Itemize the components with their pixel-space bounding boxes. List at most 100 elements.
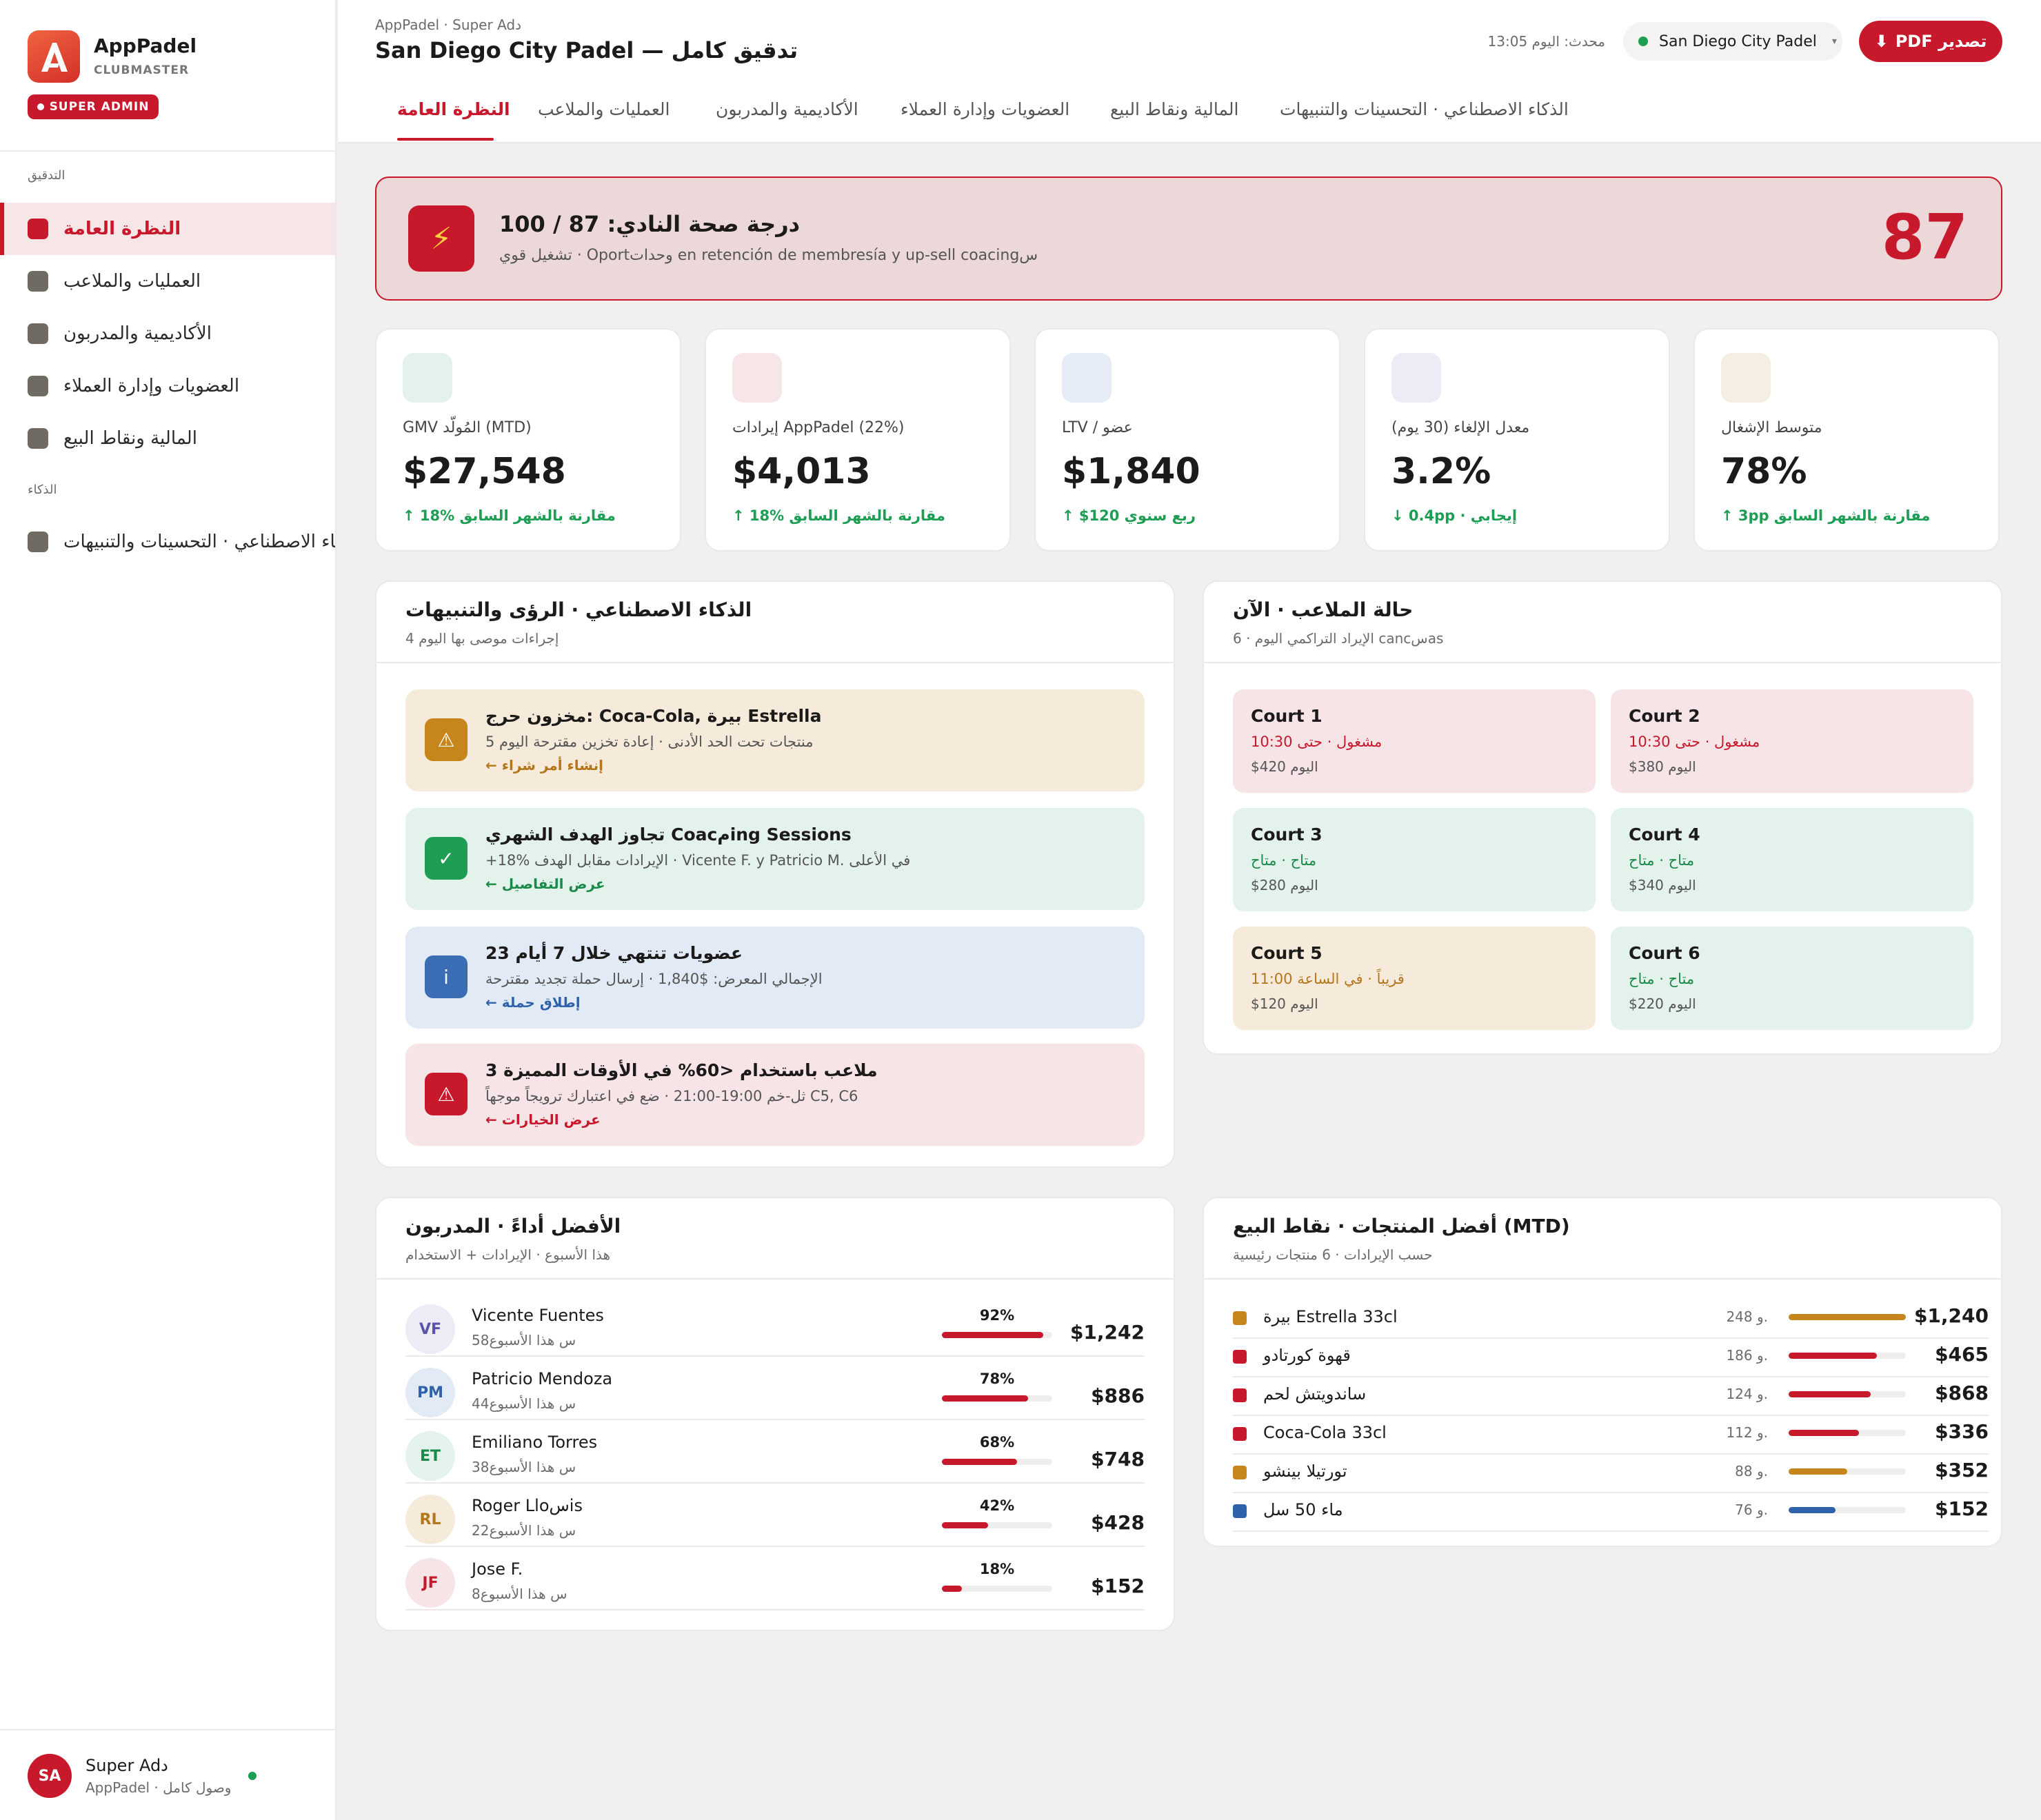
court-status: متاح · متاح: [1629, 971, 1695, 987]
product-color-icon: [1233, 1466, 1247, 1479]
sidebar-item-label: الذكاء الاصطناعي · التحسينات والتنبيهات: [63, 532, 335, 552]
tab-finance[interactable]: المالية ونقاط البيع: [1110, 99, 1239, 119]
alert-expiring-memberships[interactable]: i 23 عضويات تنتهي خلال 7 أيام الإجمالي ا…: [405, 927, 1145, 1029]
kpi-delta: ↑ 3pp مقارنة بالشهر السابق: [1721, 507, 1931, 524]
coach-avatar: RL: [405, 1495, 455, 1544]
alert-text: 5 منتجات تحت الحد الأدنى · إعادة تخزين م…: [485, 734, 814, 750]
product-revenue: $465: [1935, 1343, 1989, 1366]
kpi-value: 78%: [1721, 451, 1807, 492]
alert-target-exceeded[interactable]: ✓ تجاوز الهدف الشهري Coacمing Sessions +…: [405, 808, 1145, 910]
product-row[interactable]: قهوة كورتادو 186 و. $465: [1233, 1339, 1989, 1377]
sidebar-item-operations[interactable]: العمليات والملاعب: [0, 255, 335, 307]
kpi-value: $27,548: [403, 451, 566, 492]
product-revenue: $352: [1935, 1459, 1989, 1482]
kpi-label: GMV المُولّد (MTD): [403, 419, 532, 436]
avatar: SA: [28, 1754, 72, 1798]
product-color-icon: [1233, 1388, 1247, 1402]
user-name: Super Adد: [86, 1756, 168, 1775]
court-name: Court 2: [1629, 706, 1700, 726]
coach-row[interactable]: ET Emiliano Torres 38س هذا الأسبوع 68% $748: [405, 1420, 1145, 1484]
sidebar-item-academy[interactable]: الأكاديمية والمدربون: [0, 307, 335, 360]
coach-name: Patricio Mendoza: [472, 1369, 613, 1388]
app-logo[interactable]: [28, 30, 80, 83]
product-row[interactable]: Coca-Cola 33cl 112 و. $336: [1233, 1416, 1989, 1455]
court-card[interactable]: Court 4 متاح · متاح $340 اليوم: [1611, 808, 1973, 911]
alert-text: ثل-خم 19:00-21:00 · ضع في اعتبارك ترويجا…: [485, 1088, 858, 1104]
product-units: 112 و.: [1726, 1424, 1768, 1441]
view-details-link[interactable]: ← عرض التفاصيل: [485, 876, 605, 892]
coach-row[interactable]: PM Patricio Mendoza 44س هذا الأسبوع 78% $886: [405, 1357, 1145, 1420]
sidebar-item-overview[interactable]: النظرة العامة: [0, 203, 335, 255]
kpi-label: LTV / عضو: [1062, 419, 1133, 436]
export-pdf-button[interactable]: ⬇ PDF تصدير: [1859, 21, 2002, 62]
occupancy-icon: [1721, 353, 1771, 403]
product-color-icon: [1233, 1311, 1247, 1325]
ai-insights-card: الذكاء الاصطناعي · الرؤى والتنبيهات 4 إج…: [375, 580, 1175, 1168]
coach-row[interactable]: RL Roger Lloسis 22س هذا الأسبوع 42% $428: [405, 1484, 1145, 1547]
coach-hours: 38س هذا الأسبوع: [472, 1459, 576, 1475]
churn-icon: [1391, 353, 1441, 403]
court-card[interactable]: Court 5 قريباً · في الساعة 11:00 $120 ال…: [1233, 927, 1596, 1030]
tab-academy[interactable]: الأكاديمية والمدربون: [716, 99, 858, 119]
product-row[interactable]: تورتيلا بينشو 88 و. $352: [1233, 1455, 1989, 1493]
product-row[interactable]: ماء 50 سل 76 و. $152: [1233, 1493, 1989, 1532]
kpi-delta: ↑ 18% مقارنة بالشهر السابق: [732, 507, 945, 524]
court-card[interactable]: Court 2 مشغول · حتى 10:30 $380 اليوم: [1611, 689, 1973, 793]
tab-operations[interactable]: العمليات والملاعب: [538, 99, 670, 119]
kpi-card-revenue: إيرادات AppPadel (22%) $4,013 ↑ 18% مقار…: [705, 328, 1011, 552]
kpi-value: 3.2%: [1391, 451, 1491, 492]
product-share-track: [1789, 1314, 1906, 1320]
breadcrumb: AppPadel · Super Adد: [375, 17, 522, 33]
coach-row[interactable]: VF Vicente Fuentes 58س هذا الأسبوع 92% $1,24…: [405, 1293, 1145, 1357]
card-subtitle: الإيراد التراكمي اليوم · 6 cancسas: [1233, 630, 1444, 647]
kpi-label: إيرادات AppPadel (22%): [732, 419, 905, 436]
health-subtitle: تشغيل قوي · Oportوحدات en retención de m…: [499, 247, 1038, 264]
product-revenue: $152: [1935, 1497, 1989, 1520]
court-card[interactable]: Court 6 متاح · متاح $220 اليوم: [1611, 927, 1973, 1030]
product-share-track: [1789, 1353, 1906, 1359]
user-profile[interactable]: SA Super Adد AppPadel · وصول كامل: [28, 1754, 231, 1798]
court-card[interactable]: Court 1 مشغول · حتى 10:30 $420 اليوم: [1233, 689, 1596, 793]
alert-low-stock[interactable]: ⚠ مخزون حرج: Coca-Cola, بيرة Estrella 5 …: [405, 689, 1145, 791]
product-units: 88 و.: [1735, 1463, 1768, 1479]
product-share-track: [1789, 1391, 1906, 1397]
product-revenue: $1,240: [1913, 1304, 1989, 1327]
kpi-label: متوسط الإشغال: [1721, 419, 1822, 436]
sidebar-item-memberships[interactable]: العضويات وإدارة العملاء: [0, 360, 335, 412]
coach-utilization-track: [942, 1586, 1052, 1592]
product-row[interactable]: ساندويتش لحم 124 و. $868: [1233, 1377, 1989, 1416]
kpi-value: $4,013: [732, 451, 871, 492]
role-badge: SUPER ADMIN: [28, 94, 159, 119]
court-name: Court 3: [1251, 825, 1323, 845]
court-card[interactable]: Court 3 متاح · متاح $280 اليوم: [1233, 808, 1596, 911]
view-options-link[interactable]: ← عرض الخيارات: [485, 1111, 601, 1128]
club-selector[interactable]: San Diego City Padel ▾: [1623, 22, 1842, 61]
health-score: 87: [1881, 201, 1968, 274]
kpi-delta: ↑ 18% مقارنة بالشهر السابق: [403, 507, 616, 524]
create-purchase-order-link[interactable]: ← إنشاء أمر شراء: [485, 757, 603, 774]
coach-revenue: $748: [1091, 1448, 1145, 1470]
tab-overview[interactable]: النظرة العامة: [397, 99, 510, 119]
coach-revenue: $152: [1091, 1575, 1145, 1597]
sidebar-item-label: العمليات والملاعب: [63, 271, 201, 292]
launch-campaign-link[interactable]: ← إطلاق حملة: [485, 994, 581, 1011]
check-icon: ✓: [425, 837, 467, 880]
coach-row[interactable]: JF Jose F. 8س هذا الأسبوع 18% $152: [405, 1547, 1145, 1610]
product-row[interactable]: بيرة Estrella 33cl 248 و. $1,240: [1233, 1300, 1989, 1339]
download-icon: ⬇: [1874, 32, 1889, 51]
tab-memberships[interactable]: العضويات وإدارة العملاء: [901, 99, 1070, 119]
card-title: الأفضل أداءً · المدربون: [405, 1215, 621, 1237]
sidebar-divider: [0, 150, 336, 152]
coach-utilization-bar: [942, 1586, 962, 1592]
product-share-bar: [1789, 1353, 1877, 1359]
sidebar-item-ai[interactable]: الذكاء الاصطناعي · التحسينات والتنبيهات: [0, 516, 335, 568]
coach-utilization-label: 68%: [979, 1434, 1015, 1450]
court-status: قريباً · في الساعة 11:00: [1251, 971, 1405, 987]
sidebar-item-finance[interactable]: المالية ونقاط البيع: [0, 412, 335, 465]
ltv-icon: [1062, 353, 1112, 403]
tab-ai[interactable]: الذكاء الاصطناعي · التحسينات والتنبيهات: [1280, 99, 1569, 119]
alert-low-utilization[interactable]: ⚠ 3 ملاعب باستخدام <60% في الأوقات الممي…: [405, 1044, 1145, 1146]
alert-title: 23 عضويات تنتهي خلال 7 أيام: [485, 943, 743, 963]
coach-name: Roger Lloسis: [472, 1496, 583, 1515]
role-badge-label: SUPER ADMIN: [49, 100, 150, 114]
